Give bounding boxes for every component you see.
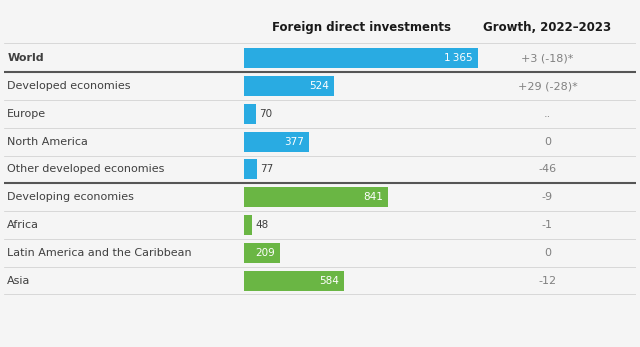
FancyBboxPatch shape	[244, 271, 344, 290]
Text: North America: North America	[7, 137, 88, 147]
Text: 524: 524	[309, 81, 329, 91]
FancyBboxPatch shape	[244, 243, 280, 263]
FancyBboxPatch shape	[244, 76, 334, 96]
Text: World: World	[7, 53, 44, 64]
Text: 209: 209	[255, 248, 275, 258]
Text: 841: 841	[364, 192, 383, 202]
FancyBboxPatch shape	[244, 187, 388, 207]
Text: Europe: Europe	[7, 109, 47, 119]
Text: Foreign direct investments: Foreign direct investments	[271, 22, 451, 34]
Text: 1 365: 1 365	[444, 53, 473, 64]
FancyBboxPatch shape	[244, 215, 252, 235]
Text: 377: 377	[284, 137, 304, 147]
Text: 584: 584	[319, 276, 339, 286]
Text: +3 (-18)*: +3 (-18)*	[521, 53, 573, 64]
Text: 77: 77	[260, 164, 274, 175]
Text: Developing economies: Developing economies	[7, 192, 134, 202]
Text: -12: -12	[538, 276, 556, 286]
Text: Africa: Africa	[7, 220, 39, 230]
Text: Growth, 2022–2023: Growth, 2022–2023	[483, 22, 611, 34]
Text: Asia: Asia	[7, 276, 31, 286]
Text: Developed economies: Developed economies	[7, 81, 131, 91]
Text: 48: 48	[255, 220, 269, 230]
Text: 0: 0	[544, 248, 551, 258]
Text: -46: -46	[538, 164, 556, 175]
Text: -1: -1	[542, 220, 553, 230]
Text: 0: 0	[544, 137, 551, 147]
FancyBboxPatch shape	[244, 132, 308, 152]
Text: Latin America and the Caribbean: Latin America and the Caribbean	[7, 248, 192, 258]
Text: Other developed economies: Other developed economies	[7, 164, 164, 175]
Text: +29 (-28)*: +29 (-28)*	[518, 81, 577, 91]
Text: 70: 70	[259, 109, 273, 119]
Text: -9: -9	[542, 192, 553, 202]
FancyBboxPatch shape	[244, 48, 478, 68]
FancyBboxPatch shape	[244, 104, 256, 124]
FancyBboxPatch shape	[244, 159, 257, 179]
Text: ..: ..	[544, 109, 551, 119]
